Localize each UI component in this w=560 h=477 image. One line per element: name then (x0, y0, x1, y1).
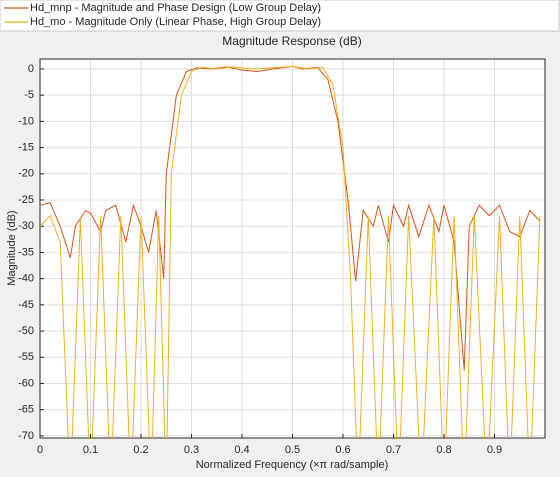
y-tick-label: -45 (18, 299, 34, 311)
y-tick-label: -40 (18, 273, 34, 285)
x-tick-label: 0.1 (83, 444, 98, 456)
plot-lines (40, 65, 541, 438)
y-tick-label: -15 (18, 141, 34, 153)
y-tick-label: -35 (18, 246, 34, 258)
y-tick-label: -55 (18, 351, 34, 363)
x-tick-label: 0 (37, 444, 43, 456)
series-line (40, 65, 541, 371)
x-tick-label: 0.2 (133, 444, 148, 456)
x-tick-label: 0.7 (386, 444, 401, 456)
x-tick-label: 0.6 (335, 444, 350, 456)
y-axis-label: Magnitude (dB) (6, 210, 18, 285)
y-tick-label: 0 (28, 63, 34, 75)
legend-label: Hd_mo - Magnitude Only (Linear Phase, Hi… (30, 16, 321, 28)
y-tick-label: -5 (24, 89, 34, 101)
y-tick-label: -50 (18, 325, 34, 337)
chart-title: Magnitude Response (dB) (222, 34, 361, 48)
y-tick-label: -10 (18, 115, 34, 127)
y-tick-label: -70 (18, 430, 34, 442)
x-tick-label: 0.5 (285, 444, 300, 456)
y-tick-label: -20 (18, 168, 34, 180)
x-tick-label: 0.4 (234, 444, 249, 456)
y-tick-label: -65 (18, 404, 34, 416)
legend-box (0, 0, 560, 32)
y-tick-label: -60 (18, 377, 34, 389)
x-tick-label: 0.3 (184, 444, 199, 456)
y-tick-label: -25 (18, 194, 34, 206)
series-line (40, 65, 541, 438)
x-tick-label: 0.8 (436, 444, 451, 456)
y-tick-label: -30 (18, 220, 34, 232)
plot-border (39, 58, 546, 439)
x-tick-label: 0.9 (487, 444, 502, 456)
x-axis-label: Normalized Frequency (×π rad/sample) (196, 459, 389, 471)
legend-label: Hd_mnp - Magnitude and Phase Design (Low… (30, 2, 321, 14)
